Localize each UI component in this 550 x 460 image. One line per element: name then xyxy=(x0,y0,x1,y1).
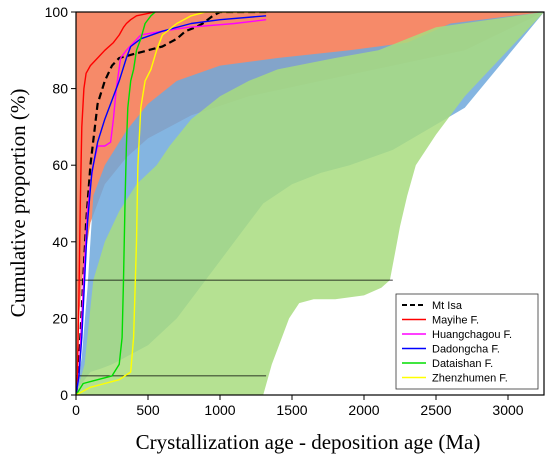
series-line-4 xyxy=(76,15,267,395)
x-axis-title: Crystallization age - deposition age (Ma… xyxy=(136,430,481,454)
series-line-6 xyxy=(76,12,267,395)
legend-label-5: Dataishan F. xyxy=(432,358,493,370)
legend-label-3: Huangchagou F. xyxy=(432,329,512,341)
data-series xyxy=(76,12,267,395)
y-tick-label: 80 xyxy=(52,81,68,97)
x-tick-label: 3000 xyxy=(492,402,523,418)
reference-lines xyxy=(76,279,393,377)
legend-box xyxy=(395,293,539,390)
y-axis-title: Cumulative proportion (%) xyxy=(6,89,30,318)
y-tick-label: 40 xyxy=(52,234,68,250)
plot-frame xyxy=(75,11,545,396)
y-axis-ticks: 0 20 40 60 80 100 xyxy=(45,4,76,403)
field-extensional xyxy=(76,12,544,395)
y-tick-label: 20 xyxy=(52,310,68,326)
series-line-5 xyxy=(76,12,156,395)
legend-label-4: Dadongcha F. xyxy=(432,344,500,356)
x-tick-label: 500 xyxy=(136,402,160,418)
legend: Mt Isa Mayihe F. Huangchagou F. Dadongcha F… xyxy=(395,293,539,390)
reference-fields xyxy=(76,12,544,395)
x-tick-label: 0 xyxy=(72,402,80,418)
x-tick-label: 2000 xyxy=(348,402,379,418)
y-tick-label: 0 xyxy=(60,387,68,403)
x-axis-ticks: 0 500 1000 1500 2000 2500 3000 xyxy=(72,395,524,418)
series-line-2 xyxy=(76,12,156,395)
y-tick-label: 60 xyxy=(52,157,68,173)
x-tick-label: 2500 xyxy=(420,402,451,418)
x-tick-label: 1500 xyxy=(276,402,307,418)
legend-label-1: Mt Isa xyxy=(432,300,463,312)
x-tick-label: 1000 xyxy=(204,402,235,418)
legend-label-2: Mayihe F. xyxy=(432,315,479,327)
y-tick-label: 100 xyxy=(45,4,69,20)
plot-border xyxy=(75,11,545,396)
legend-label-6: Zhenzhumen F. xyxy=(432,373,508,385)
